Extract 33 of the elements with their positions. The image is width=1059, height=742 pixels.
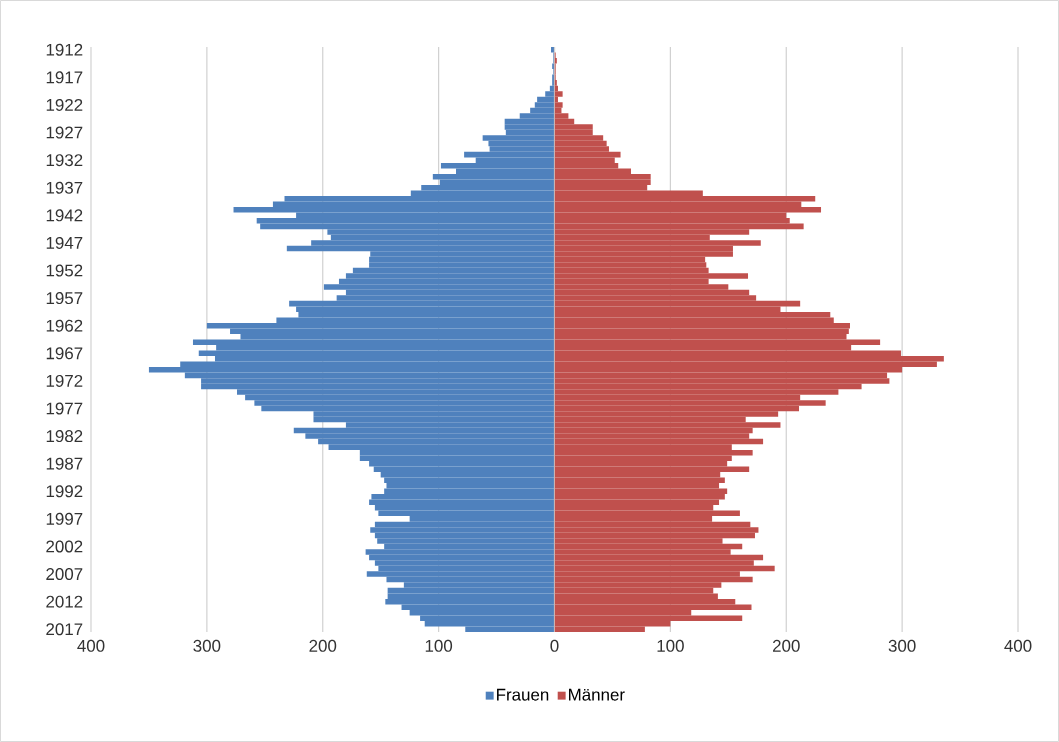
y-tick-label: 1992 xyxy=(46,485,83,498)
y-tick-label: 1932 xyxy=(46,154,83,167)
y-tick-label: 1997 xyxy=(46,512,83,525)
x-tick-label: 400 xyxy=(77,639,105,652)
y-tick-label: 2017 xyxy=(46,623,83,636)
y-tick-label: 1962 xyxy=(46,319,83,332)
x-tick-label: 300 xyxy=(193,639,221,652)
y-tick-label: 2007 xyxy=(46,568,83,581)
x-tick-label: 400 xyxy=(1004,639,1032,652)
y-tick-label: 2012 xyxy=(46,595,83,608)
y-tick-label: 1947 xyxy=(46,236,83,249)
y-tick-label: 1967 xyxy=(46,347,83,360)
x-tick-label: 0 xyxy=(550,639,559,652)
x-tick-label: 100 xyxy=(425,639,453,652)
y-tick-label: 1912 xyxy=(46,43,83,56)
y-tick-label: 1952 xyxy=(46,264,83,277)
y-tick-label: 1987 xyxy=(46,457,83,470)
y-tick-label: 1972 xyxy=(46,374,83,387)
y-tick-label: 1937 xyxy=(46,181,83,194)
x-tick-label: 300 xyxy=(888,639,916,652)
legend-label: Frauen xyxy=(497,688,549,701)
y-tick-label: 1957 xyxy=(46,292,83,305)
y-tick-label: 1942 xyxy=(46,209,83,222)
y-tick-label: 1927 xyxy=(46,126,83,139)
legend-label: Männer xyxy=(569,688,625,701)
y-tick-label: 2002 xyxy=(46,540,83,553)
x-tick-label: 200 xyxy=(772,639,800,652)
x-tick-label: 100 xyxy=(657,639,684,652)
y-tick-label: 1977 xyxy=(46,402,83,415)
y-tick-label: 1922 xyxy=(46,98,83,111)
x-tick-label: 200 xyxy=(309,639,337,652)
y-tick-label: 1917 xyxy=(46,71,83,84)
y-tick-label: 1982 xyxy=(46,430,83,443)
